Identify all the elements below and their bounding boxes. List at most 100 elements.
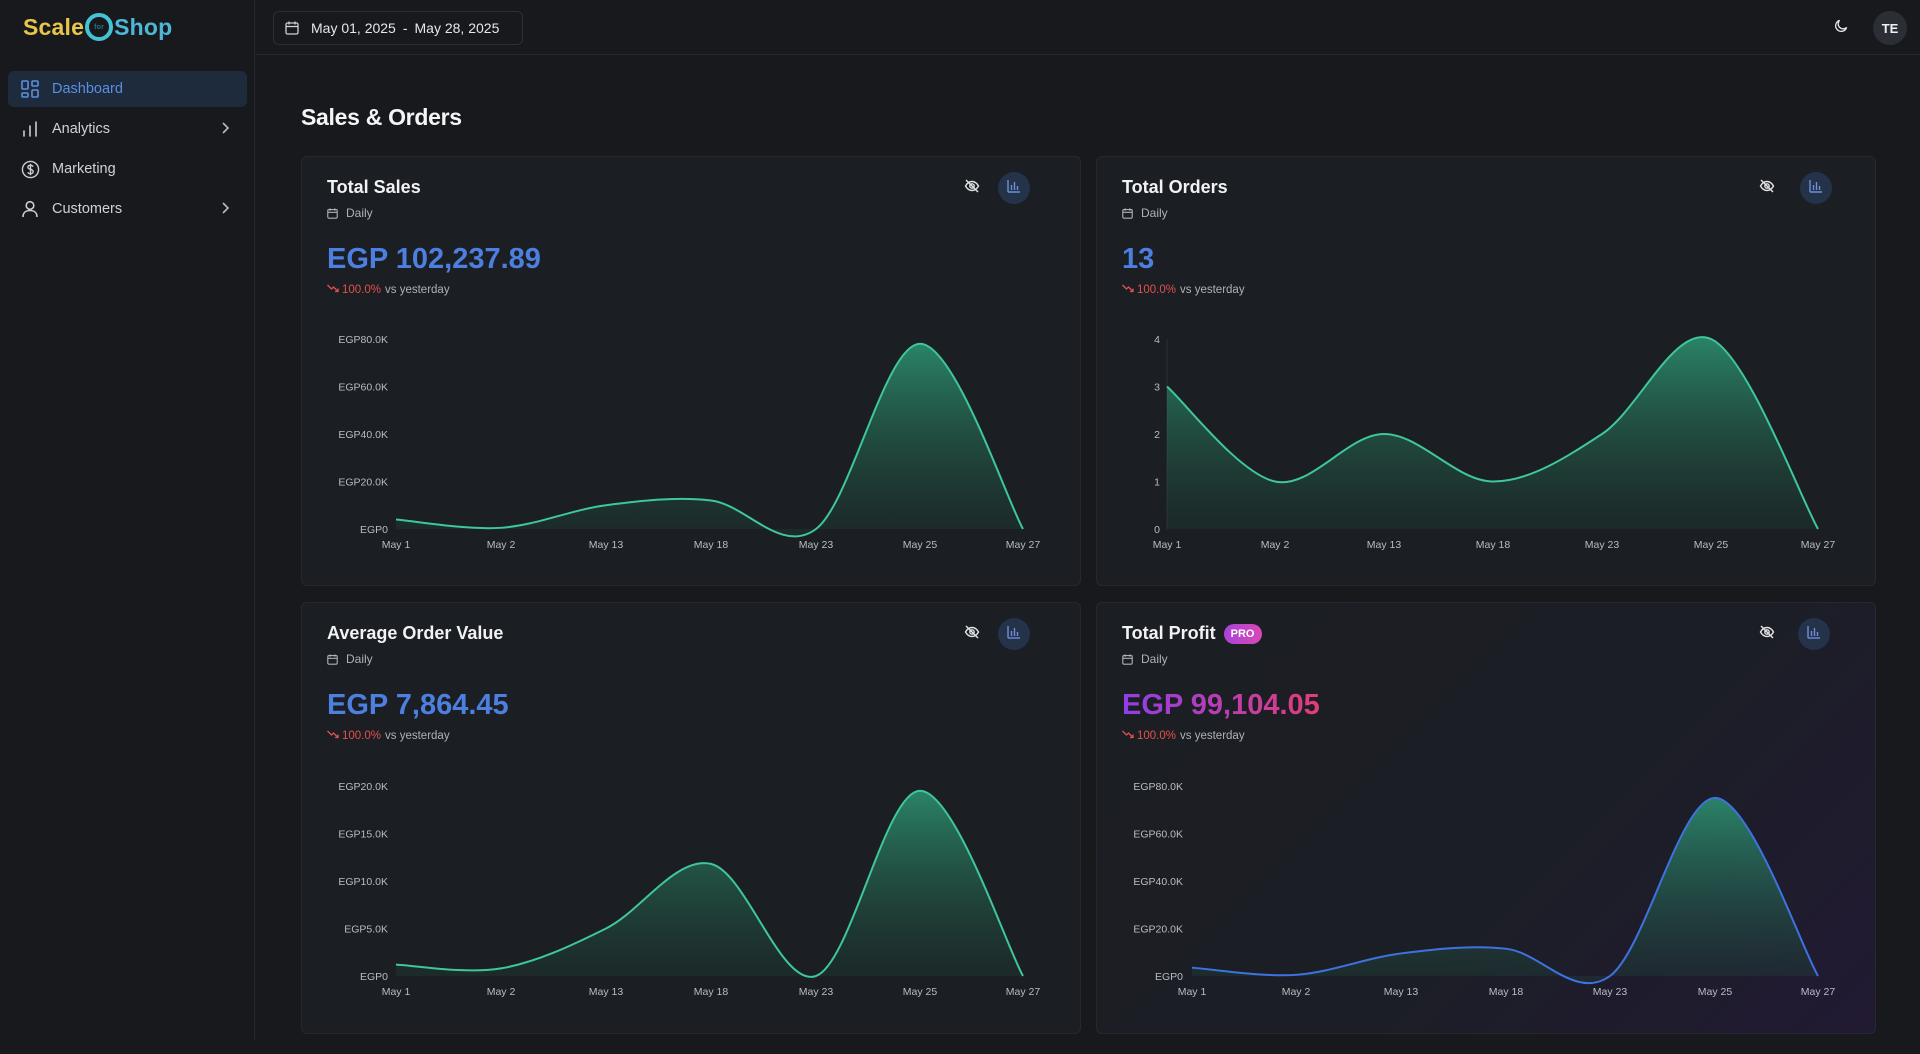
card-period-label: Daily [1141,652,1168,666]
card-period: Daily [327,206,373,220]
series-area [396,790,1023,977]
card-period: Daily [1122,652,1168,666]
theme-toggle-button[interactable] [1829,16,1853,40]
sidebar-item-label: Customers [52,201,123,217]
user-avatar[interactable]: TE [1873,11,1907,45]
series-area [1167,337,1818,529]
x-tick-label: May 23 [1593,986,1628,998]
chart-type-button[interactable] [1798,618,1830,650]
eye-off-icon [964,624,980,645]
date-range-picker[interactable]: May 01, 2025 - May 28, 2025 [273,11,523,45]
pro-badge: PRO [1223,623,1262,644]
series-line [1191,796,1819,984]
card-trend: 100.0% vs yesterday [1122,729,1245,742]
bar-chart-icon [1007,179,1021,198]
x-tick-label: May 13 [1367,539,1402,551]
x-tick-label: May 18 [694,986,729,998]
page-title: Sales & Orders [301,104,462,130]
x-tick-label: May 18 [1489,986,1524,998]
x-tick-label: May 18 [1476,539,1511,551]
card-title: Total Profit PRO [1122,623,1262,644]
y-tick-label: EGP60.0K [1133,829,1183,841]
chart-type-button[interactable] [1800,172,1832,204]
eye-off-icon [964,178,980,199]
series-line [395,789,1024,978]
x-tick-label: May 23 [799,539,834,551]
trend-percent: 100.0% [342,283,382,296]
y-tick-label: EGP5.0K [344,924,388,936]
x-tick-label: May 1 [1153,539,1182,551]
area-chart: EGP0 EGP20.0K EGP40.0K EGP60.0K EGP80.0K May … [1133,781,1835,998]
x-tick-label: May 2 [1261,539,1290,551]
x-tick-label: May 13 [589,986,624,998]
chart-type-button[interactable] [998,618,1030,650]
card-title-text: Total Profit [1122,623,1216,643]
card-trend: 100.0% vs yesterday [327,729,450,742]
topbar: May 01, 2025 - May 28, 2025 TE [256,0,1920,55]
dashboard-icon [20,79,40,99]
card-title: Average Order Value [327,623,503,644]
x-tick-label: May 27 [1801,539,1836,551]
dollar-circle-icon [20,159,40,179]
sidebar-item-analytics[interactable]: Analytics [8,111,247,147]
brand-logo[interactable]: Scale for Shop [23,12,172,42]
card-value: EGP 99,104.05 [1122,689,1320,721]
x-tick-label: May 13 [589,539,624,551]
sidebar-item-marketing[interactable]: Marketing [8,151,247,187]
card-value: EGP 7,864.45 [327,689,509,721]
brand-ring-text: for [94,23,105,31]
trending-down-icon [1122,729,1134,742]
total-profit-card: EGP0 EGP20.0K EGP40.0K EGP60.0K EGP80.0K May … [1096,602,1876,1034]
hide-metric-button[interactable] [957,619,987,649]
trending-down-icon [327,283,339,296]
x-tick-label: May 25 [1698,986,1733,998]
y-tick-label: 4 [1154,334,1160,346]
sidebar-item-label: Marketing [52,161,116,177]
moon-icon [1834,18,1849,38]
y-tick-label: EGP20.0K [1133,924,1183,936]
trend-percent: 100.0% [1137,729,1177,742]
y-tick-label: EGP15.0K [338,829,388,841]
x-tick-label: May 25 [1694,539,1729,551]
card-title-text: Total Sales [327,177,421,197]
x-tick-label: May 2 [487,539,516,551]
total-sales-card: EGP0 EGP20.0K EGP40.0K EGP60.0K EGP80.0K May … [301,156,1081,586]
calendar-icon [285,21,299,35]
brand-part-1: Scale [23,13,85,40]
sidebar-item-label: Analytics [52,121,111,137]
brand-part-2: Shop [114,13,173,40]
sidebar-item-customers[interactable]: Customers [8,191,247,227]
series-area [396,343,1023,537]
x-tick-label: May 13 [1384,986,1419,998]
sidebar: Scale for Shop Dashboard Analytics [0,0,255,1040]
x-tick-label: May 23 [1585,539,1620,551]
hide-metric-button[interactable] [1752,619,1782,649]
y-tick-label: 0 [1154,524,1160,536]
x-tick-label: May 27 [1006,986,1041,998]
user-icon [20,199,40,219]
card-period-label: Daily [1141,206,1168,220]
x-tick-label: May 18 [694,539,729,551]
bar-chart-icon [1007,625,1021,644]
trend-compare: vs yesterday [385,283,450,296]
sidebar-item-dashboard[interactable]: Dashboard [8,71,247,107]
y-tick-label: EGP10.0K [338,876,388,888]
series-area [1192,797,1818,984]
y-tick-label: EGP40.0K [1133,876,1183,888]
chart-type-button[interactable] [998,172,1030,204]
x-tick-label: May 25 [903,539,938,551]
chevron-right-icon [217,200,233,220]
hide-metric-button[interactable] [1752,173,1782,203]
x-tick-label: May 25 [903,986,938,998]
card-trend: 100.0% vs yesterday [327,283,450,296]
card-period: Daily [1122,206,1168,220]
chevron-right-icon [217,120,233,140]
y-tick-label: 2 [1154,429,1160,441]
y-tick-label: 3 [1154,382,1160,394]
calendar-icon [1122,207,1133,219]
y-tick-label: EGP80.0K [1133,781,1183,793]
card-title-text: Average Order Value [327,623,504,643]
trend-compare: vs yesterday [385,729,450,742]
hide-metric-button[interactable] [957,173,987,203]
trend-percent: 100.0% [1137,283,1177,296]
